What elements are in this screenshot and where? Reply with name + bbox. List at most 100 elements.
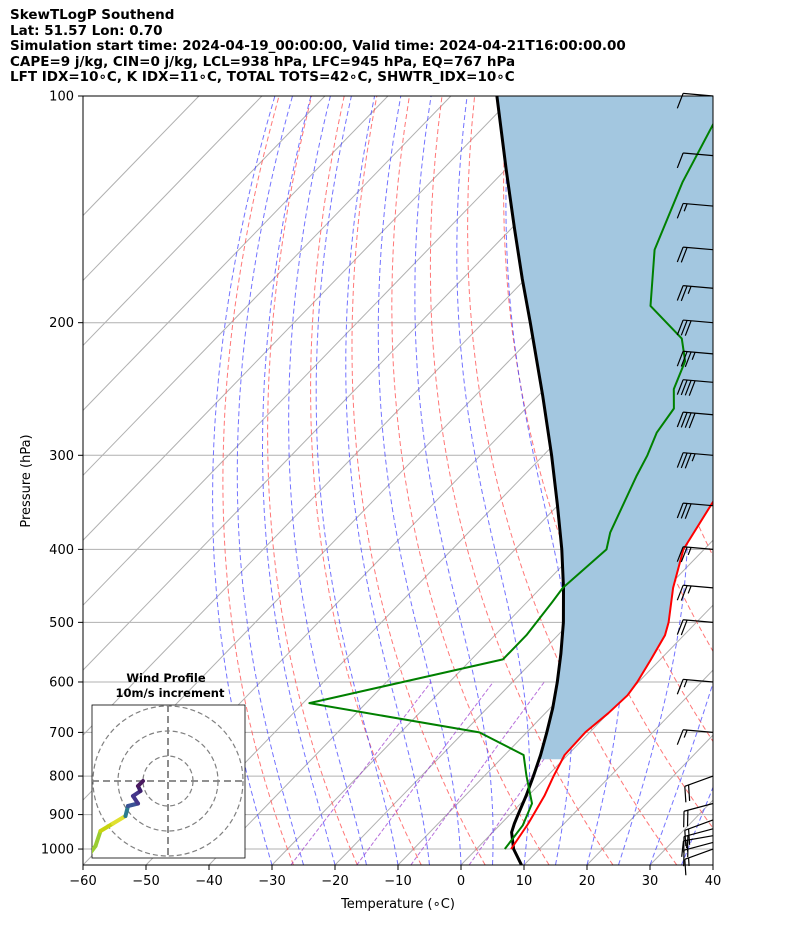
dry-adiabat bbox=[267, 96, 358, 865]
barb-feather bbox=[676, 285, 684, 301]
wind-barb bbox=[676, 619, 714, 636]
barb-feather bbox=[680, 320, 688, 336]
barb-feather bbox=[687, 828, 691, 845]
wind-barb bbox=[684, 819, 714, 847]
adiabat-lines bbox=[212, 96, 794, 865]
time-line: Simulation start time: 2024-04-19_00:00:… bbox=[10, 38, 626, 54]
barb-shaft bbox=[683, 152, 714, 157]
wind-barb bbox=[676, 285, 714, 302]
x-tick-label: 20 bbox=[579, 874, 596, 889]
moist-adiabat bbox=[236, 96, 304, 865]
hodograph-subtitle: 10m/s increment bbox=[116, 686, 225, 700]
dry-adiabat bbox=[391, 96, 550, 865]
moist-adiabat bbox=[345, 96, 430, 865]
barb-feather bbox=[684, 412, 692, 428]
y-tick-label: 600 bbox=[49, 675, 74, 690]
barb-shaft bbox=[684, 848, 714, 860]
barb-shaft bbox=[683, 729, 714, 733]
dry-adiabat bbox=[351, 96, 486, 865]
isotherm-line bbox=[397, 539, 713, 865]
x-tick-label: 0 bbox=[457, 874, 465, 889]
y-axis-label: Pressure (hPa) bbox=[19, 434, 34, 527]
x-axis: −60 −50 −40 −30 −20 −10 0 10 20 30 40 bbox=[69, 865, 721, 889]
x-tick-label: −40 bbox=[195, 874, 222, 889]
x-tick-label: 30 bbox=[642, 874, 659, 889]
dry-adiabat bbox=[702, 96, 713, 176]
profile-lines bbox=[308, 96, 713, 865]
barb-feather bbox=[680, 247, 688, 263]
y-tick-label: 100 bbox=[49, 90, 74, 105]
moist-adiabat bbox=[288, 96, 367, 865]
barb-feather bbox=[684, 453, 692, 469]
barb-feather bbox=[684, 380, 692, 396]
barb-feather bbox=[680, 285, 688, 302]
barb-shaft bbox=[683, 546, 714, 550]
moist-adiabat bbox=[262, 96, 336, 865]
barb-shaft bbox=[683, 319, 714, 324]
barb-feather bbox=[687, 857, 690, 866]
barb-shaft bbox=[684, 775, 714, 787]
barb-feather bbox=[684, 320, 692, 336]
hodograph-segment bbox=[93, 829, 103, 848]
barb-feather bbox=[676, 319, 684, 336]
barb-feather bbox=[676, 619, 684, 635]
barb-feather bbox=[681, 840, 685, 857]
barb-feather bbox=[687, 547, 692, 556]
barb-feather bbox=[676, 93, 684, 109]
barb-shaft bbox=[683, 584, 714, 589]
y-tick-label: 400 bbox=[49, 543, 74, 558]
wind-barb bbox=[676, 319, 714, 336]
wind-barb bbox=[676, 678, 714, 695]
mixing-ratio-line bbox=[410, 681, 545, 865]
y-axis: 1000 900 800 700 600 500 400 300 200 100 bbox=[41, 90, 83, 858]
hodograph-segment bbox=[98, 821, 115, 833]
barb-shaft bbox=[683, 246, 714, 251]
mixing-ratio-line bbox=[356, 681, 494, 865]
wind-barb bbox=[676, 202, 714, 219]
barb-shaft bbox=[683, 411, 714, 416]
barb-feather bbox=[676, 203, 684, 219]
barb-feather bbox=[687, 286, 692, 294]
barb-feather bbox=[676, 585, 684, 601]
hodograph-segment bbox=[136, 779, 145, 788]
barb-feather bbox=[684, 830, 687, 847]
barb-feather bbox=[680, 503, 688, 519]
hodograph-title: Wind Profile bbox=[126, 671, 206, 685]
barb-feather bbox=[680, 546, 688, 563]
barb-feather bbox=[680, 412, 688, 428]
barb-feather bbox=[684, 503, 692, 519]
y-tick-label: 1000 bbox=[41, 843, 74, 858]
wind-barb bbox=[676, 379, 714, 396]
barb-feather bbox=[688, 380, 696, 396]
chart-header: SkewTLogP Southend Lat: 51.57 Lon: 0.70 … bbox=[10, 7, 626, 86]
y-tick-label: 200 bbox=[49, 316, 74, 331]
moist-adiabat bbox=[456, 96, 531, 865]
x-tick-label: −10 bbox=[384, 874, 411, 889]
moist-adiabat bbox=[315, 96, 399, 865]
isotherm-line bbox=[83, 96, 452, 477]
hodograph-inset: Wind Profile 10m/s increment bbox=[91, 671, 246, 859]
barb-feather bbox=[676, 379, 684, 395]
dry-adiabat bbox=[768, 96, 794, 865]
hodograph-segment bbox=[92, 844, 98, 854]
wind-barb bbox=[676, 152, 714, 169]
moist-adiabat bbox=[377, 96, 462, 865]
barb-shaft bbox=[684, 819, 714, 831]
wind-barb bbox=[684, 775, 714, 803]
dry-adiabat bbox=[222, 96, 294, 865]
isotherm-line bbox=[776, 96, 794, 865]
x-tick-label: −20 bbox=[321, 874, 348, 889]
barb-feather bbox=[691, 453, 696, 462]
isotherm-line bbox=[83, 96, 515, 541]
y-tick-label: 500 bbox=[49, 616, 74, 631]
x-tick-label: −30 bbox=[258, 874, 285, 889]
barb-shaft bbox=[683, 841, 714, 851]
wind-barb bbox=[676, 350, 714, 368]
x-tick-label: −60 bbox=[69, 874, 96, 889]
dry-adiabat bbox=[736, 96, 794, 865]
isotherm-line bbox=[83, 96, 578, 606]
barb-feather bbox=[683, 679, 688, 688]
dewpoint-trace bbox=[308, 122, 713, 850]
barb-feather bbox=[680, 452, 688, 469]
mixing-ratio-line bbox=[290, 681, 432, 865]
